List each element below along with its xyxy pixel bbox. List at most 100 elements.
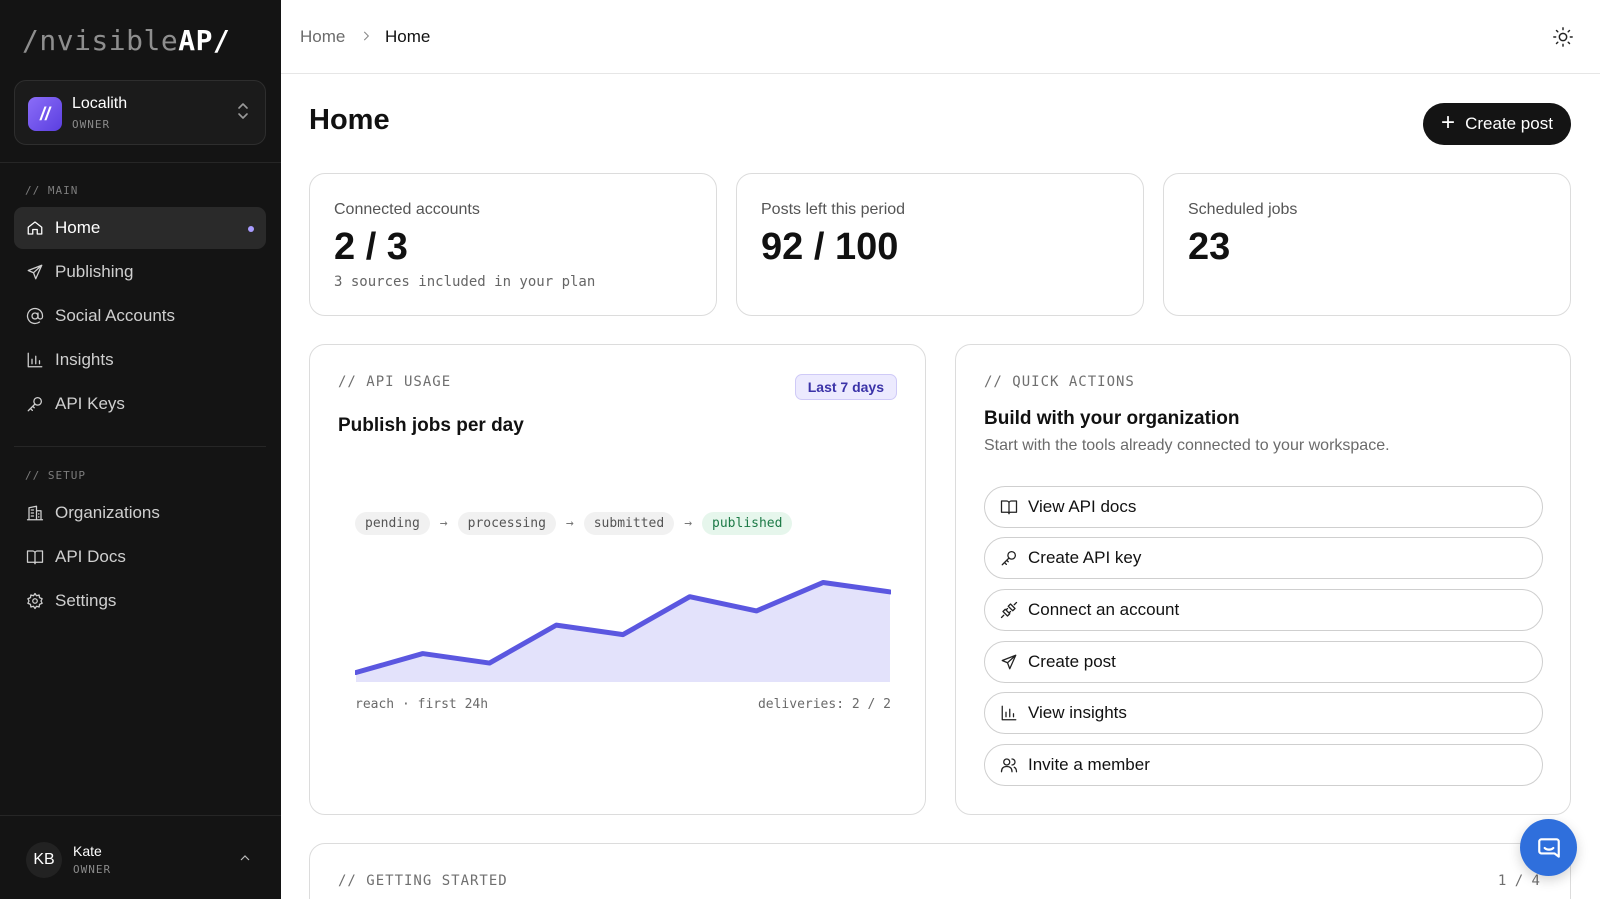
sidebar-item-label: Settings: [55, 591, 117, 610]
action-label: Connect an account: [1028, 600, 1180, 619]
chevron-up-down-icon: [237, 101, 249, 123]
stat-card-connected-accounts: Connected accounts 2 / 3 3 sources inclu…: [309, 173, 717, 316]
connect-account-button[interactable]: Connect an account: [984, 589, 1543, 631]
arrow-right-icon: →: [439, 516, 448, 531]
org-switcher[interactable]: // Localith OWNER: [14, 80, 266, 145]
user-menu[interactable]: KB Kate OWNER: [0, 815, 281, 899]
sidebar-item-home[interactable]: Home: [14, 207, 266, 249]
sidebar-item-api-docs[interactable]: API Docs: [14, 536, 266, 578]
send-icon: [26, 263, 44, 281]
home-icon: [26, 219, 44, 237]
sidebar-divider: [0, 162, 281, 163]
create-post-button[interactable]: + Create post: [1423, 103, 1571, 145]
panel-kicker: // QUICK ACTIONS: [984, 374, 1135, 390]
stat-value: 92 / 100: [761, 226, 899, 268]
sidebar: /nvisibleAP/ // Localith OWNER // MAIN H…: [0, 0, 281, 899]
view-api-docs-button[interactable]: View API docs: [984, 486, 1543, 528]
send-icon: [1000, 653, 1018, 671]
section-label-setup: // SETUP: [25, 469, 86, 482]
create-post-label: Create post: [1465, 114, 1553, 133]
sidebar-item-api-keys[interactable]: API Keys: [14, 383, 266, 425]
stat-value: 23: [1188, 226, 1231, 268]
sidebar-item-social-accounts[interactable]: Social Accounts: [14, 295, 266, 337]
sidebar-item-label: API Docs: [55, 547, 126, 566]
chat-support-button[interactable]: [1520, 819, 1577, 876]
panel-kicker: // API USAGE: [338, 374, 452, 390]
building-icon: [26, 504, 44, 522]
getting-started-panel: // GETTING STARTED 1 / 4: [309, 843, 1571, 899]
user-role: OWNER: [73, 863, 112, 876]
breadcrumb-parent[interactable]: Home: [300, 27, 346, 46]
action-label: Create post: [1028, 652, 1116, 671]
chart-footnote-right: deliveries: 2 / 2: [757, 697, 891, 712]
chevron-up-icon: [237, 850, 253, 866]
api-usage-panel: // API USAGE Last 7 days Publish jobs pe…: [309, 344, 926, 815]
create-api-key-button[interactable]: Create API key: [984, 537, 1543, 579]
sidebar-item-insights[interactable]: Insights: [14, 339, 266, 381]
status-pill-published: published: [702, 512, 793, 535]
user-name: Kate: [73, 843, 102, 859]
date-range-badge[interactable]: Last 7 days: [794, 374, 897, 400]
book-icon: [1000, 498, 1018, 516]
chart-footnote-left: reach · first 24h: [355, 697, 489, 712]
status-pill-processing: processing: [457, 512, 556, 535]
gear-icon: [26, 592, 44, 610]
chevron-right-icon: [359, 29, 373, 43]
org-avatar: //: [28, 97, 62, 131]
bar-chart-icon: [26, 351, 44, 369]
brand-logo[interactable]: /nvisibleAP/: [22, 24, 231, 57]
sidebar-item-label: Home: [55, 218, 101, 237]
plug-icon: [1000, 601, 1018, 619]
status-pill-submitted: submitted: [583, 512, 675, 535]
sidebar-item-label: Publishing: [55, 262, 134, 281]
panel-title: Build with your organization: [984, 408, 1240, 429]
action-label: View API docs: [1028, 497, 1137, 516]
status-pill-pending: pending: [355, 512, 430, 535]
stat-subtext: 3 sources included in your plan: [334, 274, 596, 290]
job-status-pipeline: pending → processing → submitted → publi…: [355, 512, 793, 535]
theme-toggle-sun-icon[interactable]: [1552, 26, 1574, 48]
view-insights-button[interactable]: View insights: [984, 692, 1543, 734]
stat-value: 2 / 3: [334, 226, 408, 268]
action-label: Create API key: [1028, 548, 1142, 567]
book-icon: [26, 548, 44, 566]
avatar: KB: [26, 842, 62, 878]
sidebar-item-publishing[interactable]: Publishing: [14, 251, 266, 293]
chart-area-fill: [356, 582, 890, 682]
stat-card-posts-left: Posts left this period 92 / 100: [736, 173, 1144, 316]
progress-count: 1 / 4: [1497, 873, 1540, 889]
top-bar: Home Home: [281, 0, 1600, 74]
publish-jobs-area-chart: [355, 579, 891, 682]
action-label: Invite a member: [1028, 755, 1150, 774]
sidebar-item-label: API Keys: [55, 394, 125, 413]
page-title: Home: [309, 104, 390, 136]
bar-chart-icon: [1000, 704, 1018, 722]
section-label-main: // MAIN: [25, 184, 79, 197]
panel-description: Start with the tools already connected t…: [984, 437, 1390, 454]
key-icon: [26, 395, 44, 413]
sidebar-item-label: Insights: [55, 350, 114, 369]
stat-label: Scheduled jobs: [1188, 201, 1298, 218]
stat-label: Posts left this period: [761, 201, 906, 218]
sidebar-item-label: Organizations: [55, 503, 160, 522]
active-indicator-dot: [248, 226, 254, 232]
stat-card-scheduled-jobs: Scheduled jobs 23: [1163, 173, 1571, 316]
sidebar-item-label: Social Accounts: [55, 306, 176, 325]
chat-icon: [1537, 837, 1560, 858]
sidebar-divider: [14, 446, 266, 447]
action-label: View insights: [1028, 703, 1127, 722]
users-icon: [1000, 756, 1018, 774]
quick-actions-panel: // QUICK ACTIONS Build with your organiz…: [955, 344, 1571, 815]
org-role: OWNER: [72, 118, 111, 131]
invite-member-button[interactable]: Invite a member: [984, 744, 1543, 786]
arrow-right-icon: →: [565, 516, 574, 531]
key-icon: [1000, 549, 1018, 567]
sidebar-item-settings[interactable]: Settings: [14, 580, 266, 622]
sidebar-item-organizations[interactable]: Organizations: [14, 492, 266, 534]
panel-kicker: // GETTING STARTED: [338, 873, 508, 889]
at-sign-icon: [26, 307, 44, 325]
create-post-action-button[interactable]: Create post: [984, 641, 1543, 683]
arrow-right-icon: →: [684, 516, 693, 531]
breadcrumb-current: Home: [385, 27, 431, 46]
org-name: Localith: [72, 95, 128, 112]
